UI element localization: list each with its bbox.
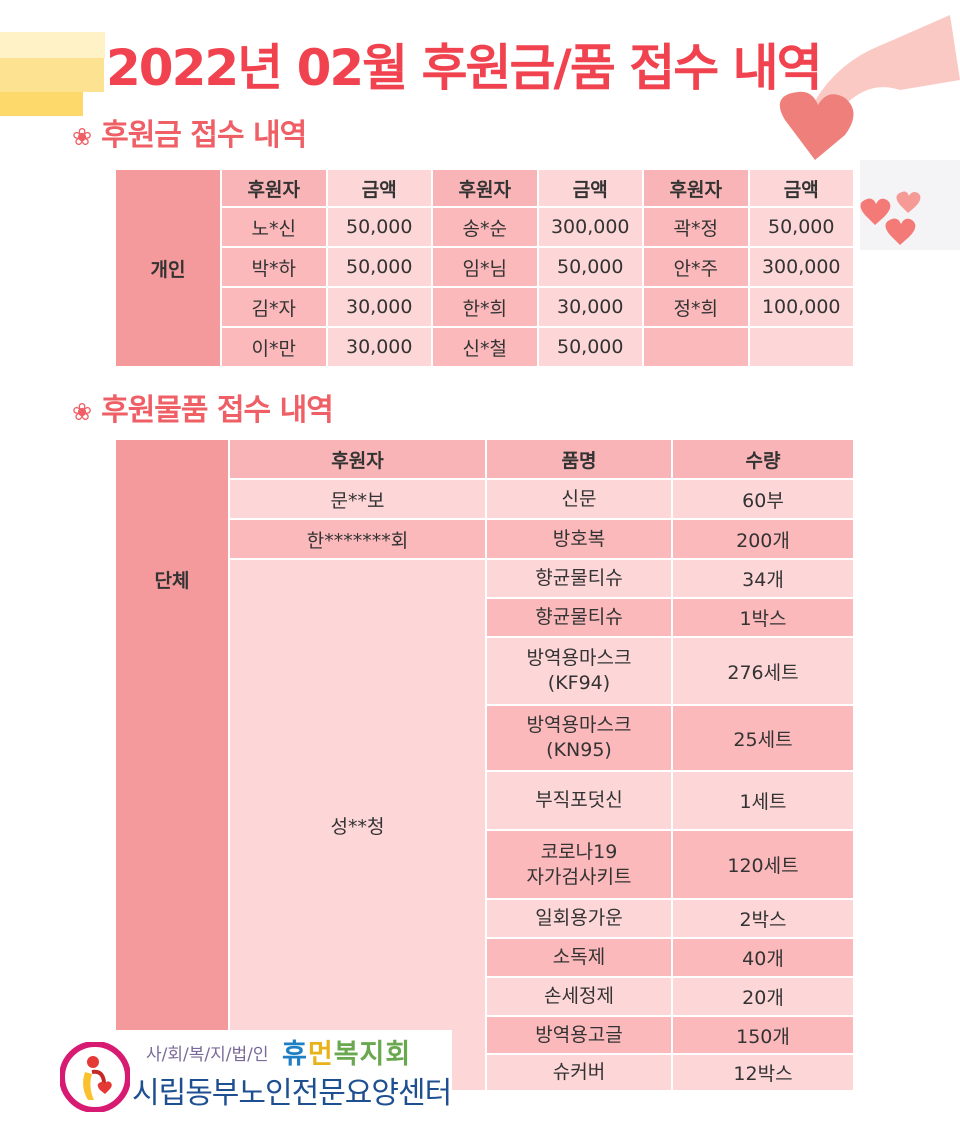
table-row: 방역용마스크 (KF94) 276세트 [116, 638, 853, 704]
table-row: 향균물티슈 1박스 [116, 599, 853, 636]
donor-cell: 이*만 [222, 328, 326, 366]
table-row: 김*자 30,000 한*희 30,000 정*희 100,000 [116, 288, 853, 326]
item-name-cell: 코로나19 자가검사키트 [487, 831, 671, 898]
amount-cell [749, 328, 853, 366]
quantity-cell: 1세트 [673, 772, 853, 829]
donor-cell: 신*철 [433, 328, 537, 366]
donor-cell: 김*자 [222, 288, 326, 326]
item-name-cell: 일회용가운 [487, 900, 671, 937]
quantity-cell: 60부 [673, 480, 853, 518]
section-heading-donations: ❀ 후원금 접수 내역 [72, 118, 307, 153]
amount-cell: 300,000 [538, 208, 642, 246]
donor-cell: 박*하 [222, 248, 326, 286]
table-row: 코로나19 자가검사키트 120세트 [116, 831, 853, 898]
donor-cell: 정*희 [644, 288, 748, 326]
item-name-cell: 방역용마스크 (KN95) [487, 706, 671, 770]
column-header: 후원자 [433, 170, 537, 206]
item-name-cell: 부직포덧신 [487, 772, 671, 829]
donor-cell: 곽*정 [644, 208, 748, 246]
amount-cell: 30,000 [327, 328, 431, 366]
table-row: 부직포덧신 1세트 [116, 772, 853, 829]
amount-cell: 50,000 [327, 248, 431, 286]
item-name-cell: 방호복 [487, 520, 671, 558]
donor-cell: 노*신 [222, 208, 326, 246]
org-name: 휴먼복지회 [282, 1039, 412, 1070]
foundation-emblem [60, 1042, 130, 1112]
quantity-cell: 276세트 [673, 638, 853, 704]
amount-cell: 100,000 [749, 288, 853, 326]
quantity-cell: 12박스 [673, 1055, 853, 1090]
amount-cell: 50,000 [749, 208, 853, 246]
donor-cell: 송*순 [433, 208, 537, 246]
table-row: 손세정제 20개 [116, 978, 853, 1015]
column-header: 수량 [673, 440, 853, 478]
amount-cell: 300,000 [749, 248, 853, 286]
yellow-bar-2 [0, 58, 104, 92]
table-row: 소독제 40개 [116, 939, 853, 976]
quantity-cell: 34개 [673, 560, 853, 597]
flower-icon: ❀ [72, 398, 92, 426]
org-type: 사/회/복/지/법/인 [146, 1045, 269, 1065]
table-row: 박*하 50,000 임*님 50,000 안*주 300,000 [116, 248, 853, 286]
amount-cell: 50,000 [538, 328, 642, 366]
row-label: 단체 [116, 440, 228, 1090]
row-label: 개인 [116, 170, 220, 366]
quantity-cell: 1박스 [673, 599, 853, 636]
donor-cell: 한*******회 [230, 520, 485, 558]
item-name-cell: 방역용고글 [487, 1017, 671, 1053]
amount-cell: 50,000 [538, 248, 642, 286]
item-name-cell: 소독제 [487, 939, 671, 976]
table-row: 노*신 50,000 송*순 300,000 곽*정 50,000 [116, 208, 853, 246]
item-name-cell: 손세정제 [487, 978, 671, 1015]
table-row: 방역용고글 150개 [116, 1017, 853, 1053]
amount-cell: 30,000 [538, 288, 642, 326]
table-row: 슈커버 12박스 [116, 1055, 853, 1090]
yellow-bar-3 [0, 92, 83, 116]
column-header: 후원자 [230, 440, 485, 478]
column-header: 품명 [487, 440, 671, 478]
column-header: 금액 [538, 170, 642, 206]
yellow-bar-1 [0, 32, 105, 58]
item-name-cell: 방역용마스크 (KF94) [487, 638, 671, 704]
donor-cell: 성**청 [230, 560, 485, 1090]
item-name-cell: 향균물티슈 [487, 560, 671, 597]
column-header: 후원자 [222, 170, 326, 206]
table-row: 문**보 신문 60부 [116, 480, 853, 518]
donor-cell: 문**보 [230, 480, 485, 518]
donation-table: 개인 후원자 금액 후원자 금액 후원자 금액 노*신 50,000 송*순 300,000 곽*정 5… [114, 168, 855, 368]
donor-cell: 임*님 [433, 248, 537, 286]
hand-heart-illustration [779, 15, 960, 250]
table-row: 방역용마스크 (KN95) 25세트 [116, 706, 853, 770]
center-name: 시립동부노인전문요양센터 [132, 1076, 452, 1111]
table-row: 일회용가운 2박스 [116, 900, 853, 937]
table-row: 한*******회 방호복 200개 [116, 520, 853, 558]
quantity-cell: 25세트 [673, 706, 853, 770]
quantity-cell: 40개 [673, 939, 853, 976]
quantity-cell: 200개 [673, 520, 853, 558]
donor-cell: 안*주 [644, 248, 748, 286]
quantity-cell: 150개 [673, 1017, 853, 1053]
donor-cell [644, 328, 748, 366]
quantity-cell: 2박스 [673, 900, 853, 937]
amount-cell: 50,000 [327, 208, 431, 246]
quantity-cell: 120세트 [673, 831, 853, 898]
donor-cell: 한*희 [433, 288, 537, 326]
column-header: 금액 [327, 170, 431, 206]
amount-cell: 30,000 [327, 288, 431, 326]
quantity-cell: 20개 [673, 978, 853, 1015]
section-heading-goods: ❀ 후원물품 접수 내역 [72, 393, 334, 428]
page-title: 2022년 02월 후원금/품 접수 내역 [106, 39, 823, 97]
table-row: 이*만 30,000 신*철 50,000 [116, 328, 853, 366]
item-name-cell: 향균물티슈 [487, 599, 671, 636]
column-header: 후원자 [644, 170, 748, 206]
item-name-cell: 신문 [487, 480, 671, 518]
goods-table: 단체 후원자 품명 수량 문**보 신문 60부 한*******회 방호복 200개 성**청 향균… [114, 438, 855, 1092]
flower-icon: ❀ [72, 123, 92, 151]
table-row: 성**청 향균물티슈 34개 [116, 560, 853, 1090]
column-header: 금액 [749, 170, 853, 206]
organization-logo: 사/회/복/지/법/인 휴먼복지회 시립동부노인전문요양센터 [56, 1030, 452, 1128]
item-name-cell: 슈커버 [487, 1055, 671, 1090]
